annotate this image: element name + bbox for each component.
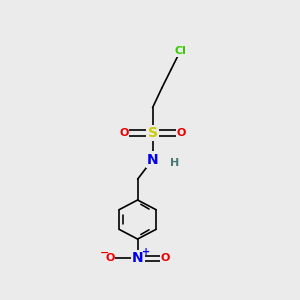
Text: +: +	[142, 247, 150, 257]
Text: −: −	[99, 248, 109, 258]
Text: Cl: Cl	[174, 46, 186, 56]
Text: O: O	[160, 253, 170, 263]
Text: S: S	[148, 126, 158, 140]
Text: N: N	[147, 153, 158, 166]
Text: O: O	[119, 128, 128, 138]
Text: O: O	[177, 128, 186, 138]
Text: N: N	[132, 251, 143, 265]
Text: O: O	[105, 253, 115, 263]
Text: H: H	[170, 158, 179, 168]
